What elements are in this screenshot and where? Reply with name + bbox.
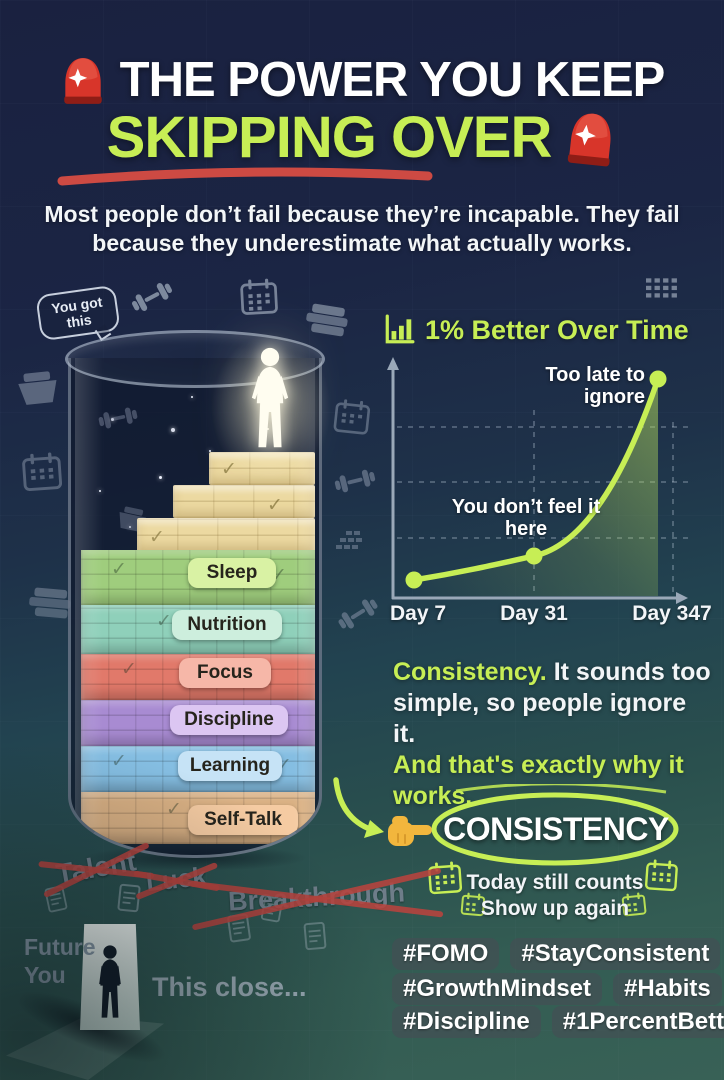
- crossed-out-breakthrough: Breakthrough: [189, 867, 444, 931]
- annotation-dont-feel: You don’t feel it here: [451, 496, 601, 541]
- pointing-finger-icon: [386, 812, 434, 850]
- paragraph-green: works.: [393, 782, 473, 810]
- step-label-learning: Learning: [178, 751, 282, 781]
- x-tick-day31: Day 31: [500, 602, 568, 625]
- consistency-circle: [431, 784, 679, 866]
- dumbbell-icon: [330, 463, 381, 499]
- checkmark: ✓: [149, 527, 165, 548]
- glass-jar: ✓ ✓ ✓ ✓ ✓ ✓ ✓ ✓ ✓ ✓ ✓ ✓ ✓ Sleep Nutritio…: [68, 358, 322, 858]
- checkmark: ✓: [156, 611, 172, 632]
- calendar-icon: [21, 452, 64, 493]
- crossed-out-talent: Talent: [38, 841, 155, 898]
- dumbbell-icon: [125, 274, 180, 319]
- glowing-person-figure: [248, 346, 292, 458]
- chart-header: 1% Better Over Time: [383, 314, 689, 346]
- step-label-focus: Focus: [179, 658, 271, 688]
- growth-line-chart: [387, 357, 689, 604]
- pixel-cluster-icon: [336, 531, 366, 553]
- checkmark: ✓: [111, 559, 127, 580]
- checkmark: ✓: [121, 659, 137, 680]
- siren-icon: [562, 106, 620, 169]
- hashtag-row: #FOMO #StayConsistent: [392, 938, 721, 970]
- consistency-label: CONSISTENCY: [443, 811, 669, 847]
- checkmark: ✓: [267, 495, 283, 516]
- calendar-icon: [239, 278, 279, 316]
- annotation-too-late: Too late to ignore: [545, 364, 645, 409]
- reminder-line2: Show up again: [480, 897, 630, 920]
- hashtag: #1PercentBetter: [551, 1006, 724, 1038]
- consistency-paragraph: Consistency. It sounds too simple, so pe…: [393, 657, 713, 812]
- curve-area-fill: [414, 379, 658, 596]
- container-icon: [12, 368, 64, 409]
- x-tick-day7: Day 7: [390, 602, 447, 625]
- habit-step-block: [137, 518, 315, 552]
- habit-step-block: [209, 452, 315, 485]
- step-label-self-talk: Self-Talk: [188, 805, 298, 835]
- checkmark: ✓: [111, 751, 127, 772]
- hashtag: #Habits: [613, 973, 722, 1005]
- title-row-1: THE POWER YOU KEEP: [0, 52, 724, 108]
- hashtag: #GrowthMindset: [392, 973, 603, 1005]
- paragraph-green: And that's exactly why it: [393, 751, 684, 779]
- reminder-line1: Today still counts: [466, 871, 644, 894]
- checkmark: ✓: [166, 799, 182, 820]
- hashtag-row: #GrowthMindset #Habits: [392, 973, 722, 1005]
- siren-icon: [60, 54, 106, 106]
- checkmark: ✓: [221, 458, 237, 481]
- hashtag: #Discipline: [392, 1006, 541, 1038]
- page-title-line1: THE POWER YOU KEEP: [119, 53, 666, 107]
- subtitle: Most people don’t fail because they’re i…: [44, 201, 680, 257]
- glass-highlight: [75, 358, 103, 855]
- hashtag: #FOMO: [392, 938, 500, 970]
- paragraph-green: Consistency.: [393, 658, 547, 686]
- paragraph-white: simple, so people ignore it.: [393, 689, 687, 748]
- step-label-sleep: Sleep: [188, 558, 276, 588]
- calendar-icon: [332, 398, 371, 436]
- hashtag-row: #Discipline #1PercentBetter: [392, 1006, 724, 1038]
- growth-curve: [411, 376, 661, 583]
- glass-highlight: [293, 358, 315, 855]
- dumbbell-icon: [330, 589, 386, 638]
- step-label-discipline: Discipline: [170, 705, 288, 735]
- paragraph-white: It sounds too: [546, 658, 711, 686]
- bar-chart-icon: [383, 314, 415, 346]
- paper-icon: [303, 921, 327, 951]
- speech-bubble: You got this: [35, 284, 121, 342]
- future-you-label: Future You: [24, 934, 96, 988]
- crossed-out-luck: Luck: [132, 861, 221, 900]
- hashtag: #StayConsistent: [510, 938, 721, 970]
- habit-step-block: [173, 485, 315, 518]
- this-close-caption: This close...: [152, 972, 307, 1002]
- x-tick-day347: Day 347: [632, 602, 712, 625]
- silhouette-person-icon: [94, 944, 126, 1022]
- step-label-nutrition: Nutrition: [172, 610, 282, 640]
- title-underline-swoosh: [57, 167, 433, 186]
- title-row-2: SKIPPING OVER: [0, 104, 724, 171]
- chart-title: 1% Better Over Time: [425, 314, 689, 345]
- curved-arrow-icon: [333, 777, 384, 838]
- data-points: [405, 370, 667, 589]
- page-title-line2: SKIPPING OVER: [106, 105, 553, 170]
- axes: [391, 366, 679, 600]
- grid-dots-icon: [646, 278, 678, 300]
